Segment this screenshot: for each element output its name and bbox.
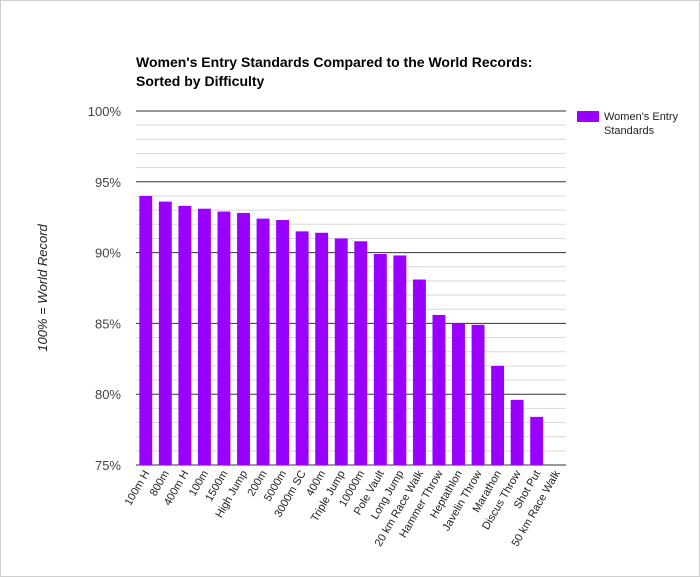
y-tick-label: 75% [95,458,121,473]
bar-pole-vault [373,254,387,465]
bar-javelin-throw [471,324,485,465]
y-tick-label: 85% [95,316,121,331]
bar-high-jump [237,212,250,465]
bar-200m [256,218,270,465]
bar-20-km-race-walk [412,279,426,465]
y-tick-label: 95% [95,175,121,190]
bar-400m [315,232,329,465]
y-axis-label: 100% = World Record [35,223,50,351]
bar-100m-h [139,195,153,465]
bar-heptathlon [452,323,465,465]
bar-10000m [354,241,368,465]
legend-swatch [577,111,599,122]
bar-400m-h [178,205,192,465]
bar-shot-put [530,416,544,465]
bar-800m [158,201,172,465]
bar-1500m [217,211,231,465]
bar-hammer-throw [432,314,446,465]
bar-3000m-sc [295,231,309,465]
y-tick-label: 80% [95,387,121,402]
bars [139,195,544,466]
bar-100m [197,208,211,466]
chart-title-line-1: Women's Entry Standards Compared to the … [136,54,532,70]
legend: Women's Entry Standards [577,111,679,137]
legend-label-line-2: Standards [604,125,655,137]
y-axis-ticks: 75% 80% 85% 90% 95% 100% [88,104,122,473]
bar-discus-throw [510,399,524,465]
bar-marathon [491,365,505,465]
bar-long-jump [393,255,407,465]
chart-title-line-2: Sorted by Difficulty [136,73,265,89]
legend-label-line-1: Women's Entry [604,111,679,123]
bar-5000m [276,220,290,465]
bar-triple-jump [334,238,348,465]
y-tick-label: 90% [95,246,121,261]
x-tick-label: 100m H [123,468,153,507]
y-tick-label: 100% [88,104,122,119]
